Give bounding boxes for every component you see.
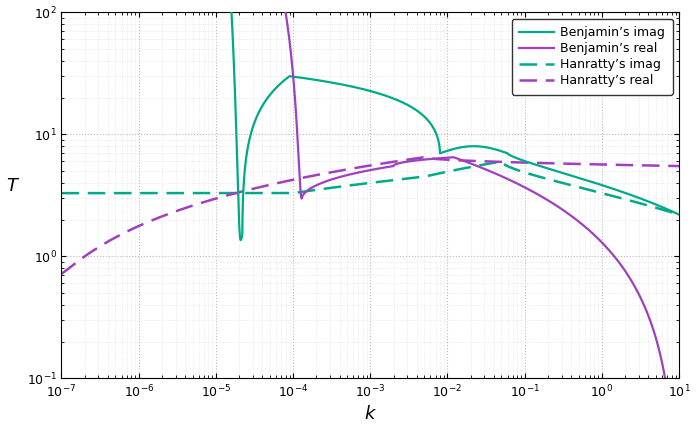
Hanratty’s real	[420, 154, 428, 160]
Benjamin’s real	[675, 388, 683, 393]
X-axis label: $k$: $k$	[364, 405, 377, 423]
Legend: Benjamin’s imag, Benjamin’s real, Hanratty’s imag, Hanratty’s real: Benjamin’s imag, Benjamin’s real, Hanrat…	[512, 18, 673, 95]
Hanratty’s real	[450, 157, 458, 163]
Hanratty’s real	[422, 155, 431, 160]
Hanratty’s real	[515, 160, 523, 165]
Benjamin’s real	[422, 157, 431, 162]
Hanratty’s imag	[497, 159, 505, 164]
Benjamin’s real	[450, 155, 458, 160]
Benjamin’s imag	[548, 167, 557, 172]
Y-axis label: $T$: $T$	[6, 178, 19, 195]
Line: Hanratty’s imag: Hanratty’s imag	[61, 161, 679, 214]
Line: Benjamin’s imag: Benjamin’s imag	[61, 0, 679, 240]
Hanratty’s imag	[57, 190, 65, 196]
Benjamin’s real	[515, 182, 523, 187]
Benjamin’s imag	[422, 117, 431, 122]
Hanratty’s imag	[422, 173, 431, 178]
Benjamin’s real	[548, 200, 557, 205]
Hanratty’s real	[57, 271, 65, 276]
Benjamin’s imag	[450, 146, 458, 151]
Hanratty’s imag	[548, 178, 557, 183]
Line: Benjamin’s real: Benjamin’s real	[61, 0, 679, 390]
Hanratty’s real	[675, 163, 683, 169]
Hanratty’s real	[88, 248, 97, 254]
Benjamin’s imag	[515, 157, 523, 162]
Hanratty’s imag	[515, 168, 523, 173]
Line: Hanratty’s real: Hanratty’s real	[61, 157, 679, 274]
Benjamin’s imag	[675, 212, 683, 217]
Hanratty’s real	[548, 161, 557, 166]
Hanratty’s imag	[88, 190, 97, 196]
Hanratty’s imag	[281, 190, 290, 196]
Benjamin’s real	[663, 388, 671, 393]
Hanratty’s imag	[450, 168, 458, 173]
Hanratty’s real	[281, 179, 290, 184]
Hanratty’s imag	[675, 212, 683, 217]
Benjamin’s imag	[281, 77, 290, 82]
Benjamin’s imag	[237, 238, 245, 243]
